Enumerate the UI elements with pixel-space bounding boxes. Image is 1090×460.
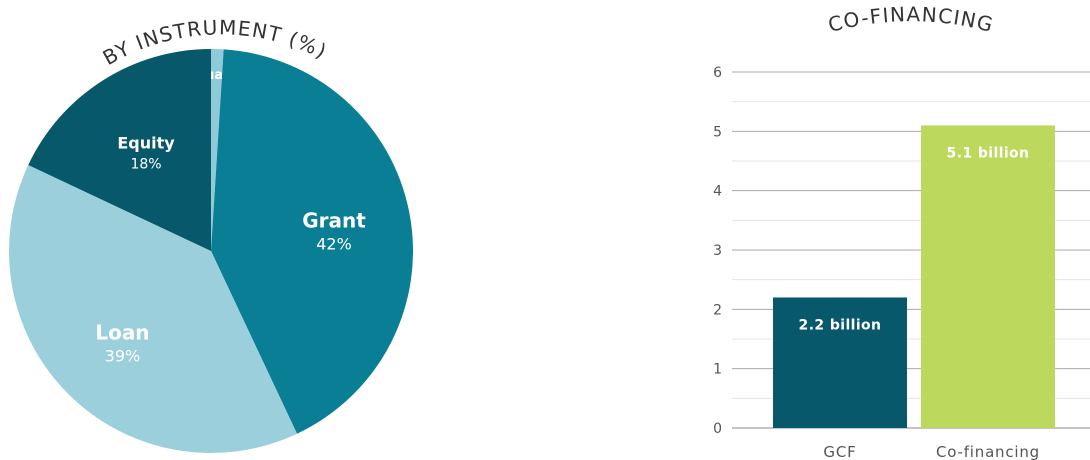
pie-slice-label-equity: Equity: [117, 134, 175, 153]
pie-slice-equity: [28, 48, 212, 251]
y-tick-label: 4: [713, 184, 722, 200]
y-tick-label: 6: [713, 65, 722, 81]
x-category-label-co-financing: Co-financing: [936, 443, 1040, 460]
pie-slice-value-equity: 18%: [130, 157, 161, 173]
pie-slice-guarantee: [211, 49, 224, 251]
bar-chart-title: CO-FINANCING: [826, 2, 997, 37]
pie-slice-loan: [8, 164, 298, 453]
bar-data-label-co-financing: 5.1 billion: [947, 145, 1030, 161]
bar-data-label-gcf: 2.2 billion: [799, 317, 882, 333]
y-tick-label: 3: [713, 243, 722, 259]
bar-gcf: [773, 297, 907, 428]
bar-chart: 0 1 2 3 4 5 6 2.2 billion GCF 5.1 billion Co-finan…: [713, 65, 1090, 460]
pie-slice-grant: [211, 49, 413, 434]
bar-co-financing: [921, 125, 1055, 429]
y-tick-label: 0: [713, 421, 722, 437]
y-tick-label: 2: [713, 302, 722, 318]
pie-slice-label-grant: Grant: [302, 209, 366, 233]
pie-slice-label-loan: Loan: [95, 321, 149, 345]
x-category-label-gcf: GCF: [823, 443, 856, 460]
pie-slice-value-grant: 42%: [316, 235, 352, 254]
pie-slice-value-loan: 39%: [105, 347, 141, 366]
y-tick-label: 1: [713, 362, 722, 378]
y-tick-label: 5: [713, 124, 722, 140]
